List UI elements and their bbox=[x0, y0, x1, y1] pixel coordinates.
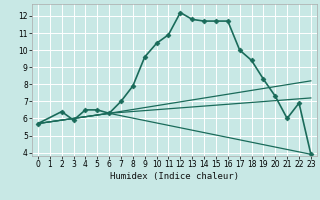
X-axis label: Humidex (Indice chaleur): Humidex (Indice chaleur) bbox=[110, 172, 239, 181]
